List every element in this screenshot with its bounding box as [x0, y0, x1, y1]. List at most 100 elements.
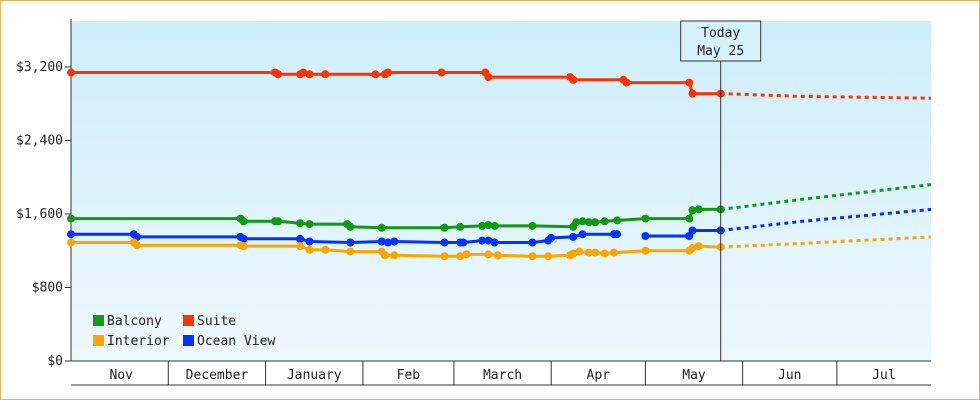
interior-point [569, 249, 578, 258]
suite-point [67, 68, 75, 77]
balcony-point [685, 214, 694, 223]
ocean-view-point [613, 230, 622, 239]
ocean-view-point [547, 233, 556, 242]
interior-point [239, 242, 248, 251]
suite-point [484, 73, 493, 82]
balcony-point [67, 214, 75, 223]
interior-point [380, 251, 389, 260]
month-label: Apr [587, 368, 611, 383]
balcony-point [641, 214, 650, 223]
interior-point [390, 251, 399, 260]
y-tick-label: $800 [32, 280, 63, 295]
y-tick-label: $2,400 [16, 133, 63, 148]
suite-point [437, 68, 446, 77]
balcony-point [572, 218, 581, 227]
interior-point [688, 244, 697, 252]
legend-label: Interior [107, 334, 170, 349]
balcony-point [478, 221, 487, 230]
ocean-view-point [305, 237, 314, 246]
interior-point [456, 252, 465, 261]
interior-point [67, 238, 75, 247]
ocean-view-point [569, 232, 578, 241]
interior-point [462, 250, 471, 259]
interior-point [296, 242, 305, 251]
month-label: March [483, 368, 522, 383]
balcony-point [305, 220, 314, 229]
ocean-view-forecast-line [720, 207, 932, 232]
month-label: May [682, 368, 706, 383]
interior-point [132, 241, 141, 250]
balcony-point [584, 218, 593, 227]
legend-label: Suite [197, 314, 236, 329]
balcony-point [239, 217, 248, 226]
legend: Balcony Suite Interior Ocean View [93, 314, 275, 349]
balcony-point [688, 206, 697, 215]
interior-point [440, 252, 449, 261]
interior-point [591, 248, 600, 257]
ocean-view-point [440, 238, 449, 247]
suite-point [274, 70, 283, 79]
suite-point [384, 68, 392, 77]
month-label: Jun [778, 368, 801, 383]
balcony-point [440, 223, 449, 232]
interior-point [484, 250, 493, 259]
balcony-point [346, 222, 355, 231]
ocean-view-point [384, 238, 392, 247]
month-label: January [287, 368, 342, 383]
balcony-point [694, 205, 703, 214]
interior-point [493, 251, 502, 260]
balcony-point [528, 221, 537, 230]
suite-point [622, 78, 631, 87]
balcony-forecast-line [720, 183, 932, 211]
ocean-view-point [459, 238, 468, 247]
suite-point [685, 78, 694, 87]
balcony-point [377, 223, 386, 232]
interior-point [694, 242, 703, 251]
today-label: Today [701, 26, 740, 41]
interior-point [305, 245, 314, 254]
balcony-point [274, 217, 283, 226]
ocean-view-point [346, 238, 355, 247]
balcony-point [456, 222, 465, 231]
today-box [680, 20, 762, 62]
legend-swatch [183, 315, 194, 326]
balcony-point [591, 218, 600, 227]
today-date-label: May 25 [697, 44, 744, 59]
month-label: Nov [109, 368, 133, 383]
ocean-view-point [641, 232, 650, 240]
interior-point [584, 248, 593, 257]
ocean-view-point [239, 234, 248, 243]
today-marker: Today May 25 [680, 20, 762, 361]
interior-point [575, 247, 584, 256]
suite-point [321, 70, 330, 79]
ocean-view-point [490, 238, 499, 247]
interior-point [600, 249, 609, 258]
y-axis: $0 $800 $1,600 $2,400 $3,200 [16, 19, 72, 369]
legend-swatch [93, 315, 104, 326]
suite-point [305, 70, 314, 79]
ocean-view-point [296, 234, 305, 243]
y-tick-label: $1,600 [16, 207, 63, 222]
suite-point [688, 89, 697, 98]
balcony-point [578, 217, 587, 226]
balcony-point [296, 219, 305, 228]
balcony-point [613, 216, 622, 225]
ocean-view-point [67, 230, 75, 239]
suite-point [569, 75, 578, 84]
interior-point [528, 252, 537, 261]
balcony-point [484, 221, 493, 229]
balcony-point [600, 217, 609, 226]
interior-point [321, 245, 330, 254]
month-label: Feb [397, 368, 421, 383]
ocean-view-point [484, 236, 493, 245]
legend-label: Ocean View [197, 334, 275, 349]
legend-swatch [183, 335, 194, 346]
x-axis: Nov December January Feb March Apr May Jun Jul [71, 360, 931, 386]
legend-label: Balcony [107, 314, 162, 329]
ocean-view-point [528, 238, 537, 247]
month-label: Jul [872, 368, 895, 383]
ocean-view-point [390, 237, 399, 246]
interior-forecast-line [720, 235, 932, 249]
